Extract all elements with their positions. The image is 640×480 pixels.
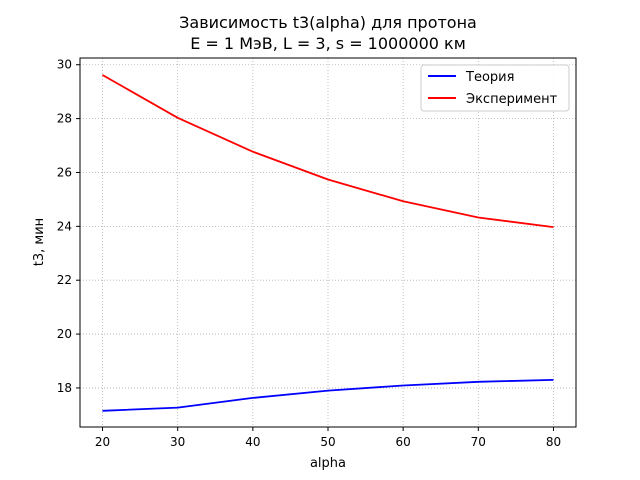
chart-title: Зависимость t3(alpha) для протона [179,13,477,32]
x-axis-label: alpha [310,456,346,471]
x-tick-label: 80 [546,435,561,449]
plot-area [80,58,576,427]
legend-label-theory: Теория [465,70,514,85]
legend: Теория Эксперимент [420,64,570,112]
x-tick-label: 60 [396,435,411,449]
series-line-1 [102,74,554,228]
y-axis-label: t3, мин [32,218,47,266]
y-tick-label: 26 [57,165,72,179]
x-tick-label: 30 [170,435,185,449]
axis-ticks: 20 30 40 50 60 70 80 18 20 22 24 26 28 30 [57,58,561,449]
y-tick-label: 30 [57,58,72,72]
chart-subtitle: E = 1 МэВ, L = 3, s = 1000000 км [190,34,466,53]
x-tick-label: 50 [320,435,335,449]
y-tick-label: 22 [57,273,72,287]
y-tick-label: 28 [57,112,72,126]
x-tick-label: 20 [95,435,110,449]
series-lines [102,74,554,412]
legend-label-experiment: Эксперимент [466,92,558,107]
series-line-0 [102,379,554,412]
x-tick-label: 70 [471,435,486,449]
y-tick-label: 20 [57,327,72,341]
y-tick-label: 18 [57,381,72,395]
legend-box [420,64,570,112]
y-tick-label: 24 [57,219,72,233]
x-tick-label: 40 [245,435,260,449]
